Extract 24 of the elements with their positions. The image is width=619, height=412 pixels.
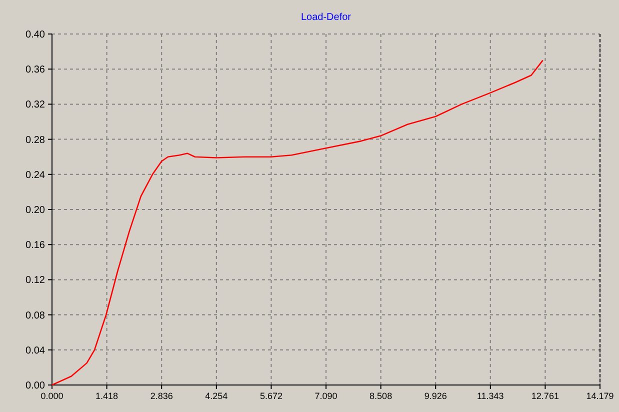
- y-tick-label: 0.12: [26, 275, 46, 286]
- x-tick-label: 9.926: [424, 391, 447, 401]
- x-tick-label: 4.254: [205, 391, 228, 401]
- x-tick-label: 0.000: [40, 391, 64, 401]
- y-tick-label: 0.04: [26, 345, 46, 356]
- y-tick-label: 0.36: [26, 64, 46, 76]
- line-series: [51, 60, 544, 386]
- x-tick-label: 1.418: [96, 391, 118, 401]
- y-tick-label: 0.32: [26, 100, 46, 111]
- y-tick-label: 0.40: [26, 30, 46, 40]
- y-tick-label: 0.16: [26, 240, 46, 252]
- x-tick-label: 7.090: [314, 391, 338, 401]
- y-tick-label: 0.24: [26, 170, 46, 181]
- x-tick-label: 2.836: [150, 391, 173, 401]
- x-tick-label: 11.343: [476, 391, 504, 401]
- x-tick-label: 8.508: [370, 391, 392, 401]
- x-tick-label: 5.672: [260, 391, 282, 401]
- x-tick-label: 12.761: [531, 391, 559, 401]
- y-tick-label: 0.00: [26, 380, 46, 392]
- y-tick-label: 0.08: [26, 310, 46, 322]
- y-tick-label: 0.28: [26, 134, 46, 146]
- y-tick-label: 0.20: [26, 205, 46, 216]
- chart-title: Load-Defor: [300, 12, 352, 23]
- x-tick-label: 14.179: [586, 391, 614, 401]
